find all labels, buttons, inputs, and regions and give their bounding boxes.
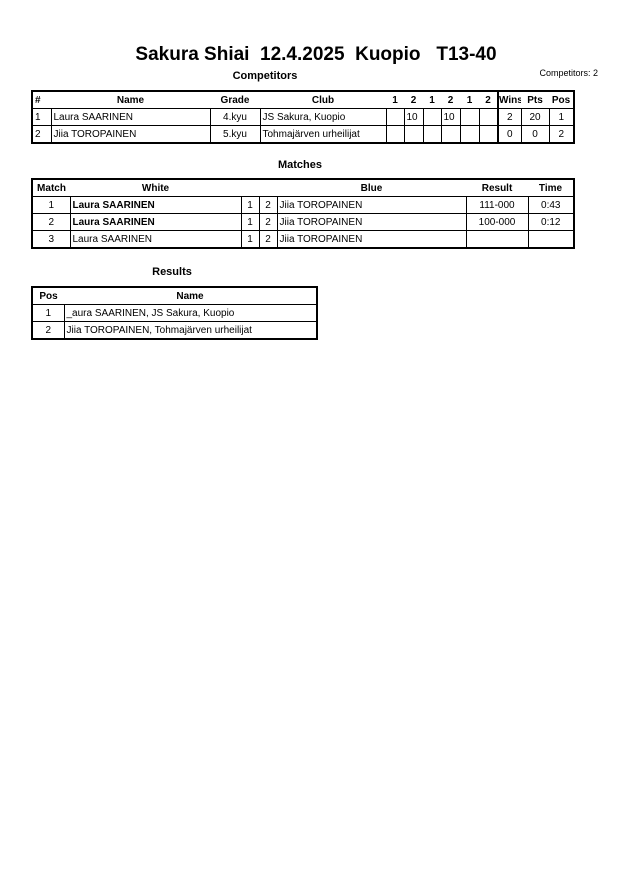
- cell-grade: 4.kyu: [209, 108, 261, 126]
- cell-blue: Jiia TOROPAINEN: [276, 196, 467, 214]
- col-result: Result: [466, 178, 528, 197]
- cell-grade: 5.kyu: [209, 125, 261, 144]
- table-header: # Name Grade Club 1 2 1 2 1 2 Wins Pts P…: [32, 90, 574, 109]
- cell-time: 0:12: [527, 213, 575, 231]
- cell-white: Laura SAARINEN: [69, 213, 242, 231]
- cell-pos: 1: [548, 108, 575, 126]
- cell-score: [478, 108, 499, 126]
- cell-white-score: 1: [240, 230, 260, 249]
- col-name: Name: [51, 90, 210, 109]
- cell-score: [385, 125, 405, 144]
- cell-blue-score: 2: [258, 213, 278, 231]
- cell-blue: Jiia TOROPAINEN: [276, 213, 467, 231]
- cell-result: [465, 230, 529, 249]
- cell-pos: 2: [31, 321, 65, 340]
- col-s2: 2: [404, 90, 423, 109]
- competitors-count: Competitors: 2: [539, 68, 598, 78]
- cell-match: 2: [31, 213, 71, 231]
- cell-name: Laura SAARINEN: [50, 108, 211, 126]
- cell-pts: 20: [520, 108, 550, 126]
- cell-score: [478, 125, 499, 144]
- col-match: Match: [32, 178, 70, 197]
- cell-num: 2: [31, 125, 52, 144]
- table-row: 2 Laura SAARINEN 1 2 Jiia TOROPAINEN 100…: [31, 213, 575, 231]
- cell-name: _aura SAARINEN, JS Sakura, Kuopio: [63, 304, 318, 322]
- table-row: 3 Laura SAARINEN 1 2 Jiia TOROPAINEN: [31, 230, 575, 249]
- cell-white: Laura SAARINEN: [69, 230, 242, 249]
- competitors-heading: Competitors: [232, 70, 298, 82]
- table-header: Pos Name: [32, 286, 317, 305]
- cell-time: 0:43: [527, 196, 575, 214]
- cell-score: 10: [440, 108, 461, 126]
- cell-num: 1: [31, 108, 52, 126]
- cell-white-score: 1: [240, 196, 260, 214]
- cell-time: [527, 230, 575, 249]
- cell-pts: 0: [520, 125, 550, 144]
- cell-white-score: 1: [240, 213, 260, 231]
- table-row: 1 Laura SAARINEN 1 2 Jiia TOROPAINEN 111…: [31, 196, 575, 214]
- matches-table: Match White Blue Result Time 1 Laura SAA…: [31, 178, 575, 249]
- cell-score: [385, 108, 405, 126]
- cell-club: JS Sakura, Kuopio: [259, 108, 387, 126]
- cell-score: [440, 125, 461, 144]
- cell-score: [459, 108, 480, 126]
- cell-score: [403, 125, 424, 144]
- cell-score: [459, 125, 480, 144]
- cell-white: Laura SAARINEN: [69, 196, 242, 214]
- col-wins: Wins: [497, 90, 521, 109]
- cell-result: 100-000: [465, 213, 529, 231]
- cell-pos: 1: [31, 304, 65, 322]
- col-pos: Pos: [32, 286, 64, 305]
- cell-blue: Jiia TOROPAINEN: [276, 230, 467, 249]
- col-s3: 1: [423, 90, 441, 109]
- col-white: White: [70, 178, 241, 197]
- col-s1: 1: [386, 90, 404, 109]
- table-row: 2 Jiia TOROPAINEN, Tohmajärven urheilija…: [31, 321, 318, 340]
- cell-score: [422, 108, 442, 126]
- cell-pos: 2: [548, 125, 575, 144]
- col-grade: Grade: [210, 90, 260, 109]
- cell-score: [422, 125, 442, 144]
- col-name: Name: [64, 286, 317, 305]
- col-num: #: [32, 90, 51, 109]
- col-pos: Pos: [549, 90, 574, 109]
- cell-wins: 0: [497, 125, 522, 144]
- col-blue: Blue: [277, 178, 466, 197]
- competitors-table: # Name Grade Club 1 2 1 2 1 2 Wins Pts P…: [31, 90, 575, 144]
- table-header: Match White Blue Result Time: [32, 178, 574, 197]
- table-row: 1 Laura SAARINEN 4.kyu JS Sakura, Kuopio…: [31, 108, 575, 126]
- page-title: Sakura Shiai 12.4.2025 Kuopio T13-40: [135, 44, 497, 65]
- col-s6: 2: [479, 90, 498, 109]
- cell-name: Jiia TOROPAINEN, Tohmajärven urheilijat: [63, 321, 318, 340]
- cell-result: 111-000: [465, 196, 529, 214]
- matches-heading: Matches: [277, 159, 323, 171]
- cell-club: Tohmajärven urheilijat: [259, 125, 387, 144]
- cell-score: 10: [403, 108, 424, 126]
- col-club: Club: [260, 90, 386, 109]
- cell-match: 1: [31, 196, 71, 214]
- col-pts: Pts: [521, 90, 549, 109]
- cell-blue-score: 2: [258, 196, 278, 214]
- col-s5: 1: [460, 90, 479, 109]
- results-heading: Results: [152, 266, 192, 278]
- col-time: Time: [528, 178, 574, 197]
- col-s4: 2: [441, 90, 460, 109]
- table-row: 2 Jiia TOROPAINEN 5.kyu Tohmajärven urhe…: [31, 125, 575, 144]
- cell-match: 3: [31, 230, 71, 249]
- results-table: Pos Name 1 _aura SAARINEN, JS Sakura, Ku…: [31, 286, 318, 340]
- cell-wins: 2: [497, 108, 522, 126]
- table-row: 1 _aura SAARINEN, JS Sakura, Kuopio: [31, 304, 318, 322]
- cell-name: Jiia TOROPAINEN: [50, 125, 211, 144]
- cell-blue-score: 2: [258, 230, 278, 249]
